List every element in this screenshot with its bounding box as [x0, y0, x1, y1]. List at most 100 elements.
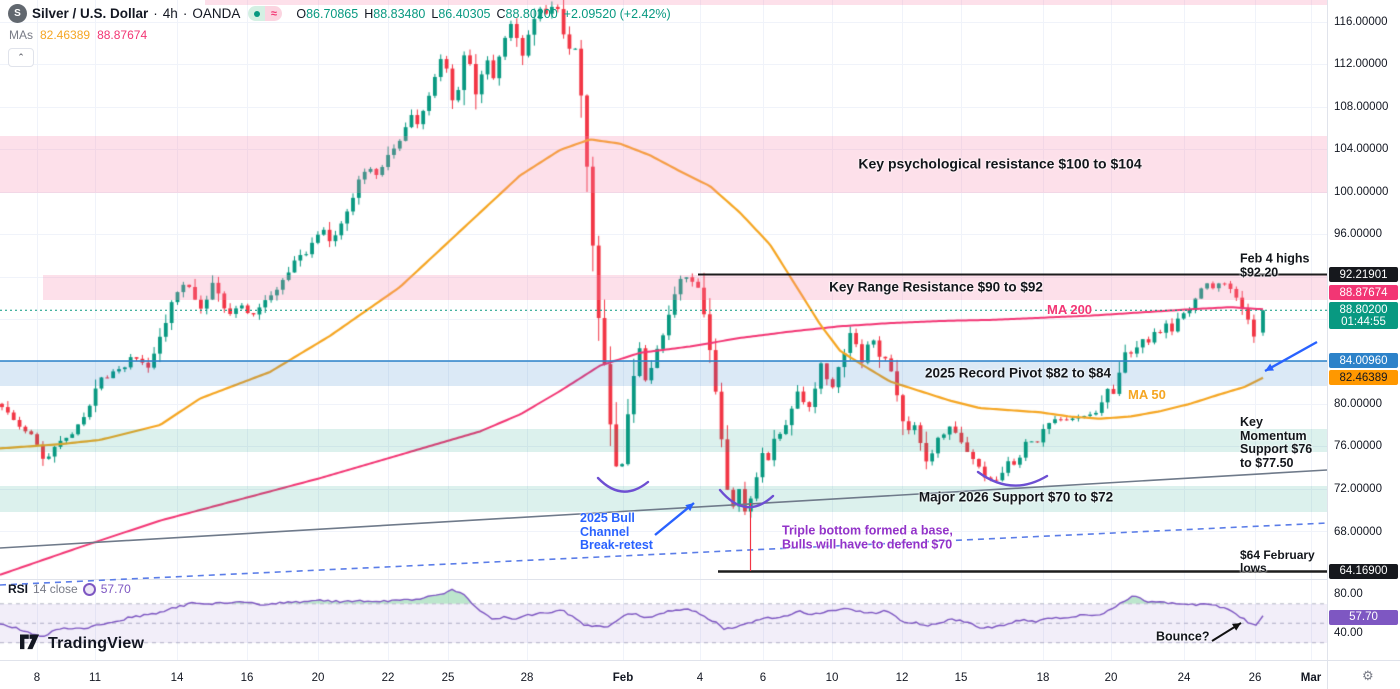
- candlestick-chart-canvas[interactable]: [0, 0, 1327, 660]
- price-badge-82.46389[interactable]: 82.46389: [1329, 370, 1398, 385]
- exchange-name[interactable]: OANDA: [192, 6, 241, 21]
- time-axis-label-18: 18: [1036, 672, 1050, 684]
- price-axis-label: 40.00: [1334, 627, 1363, 639]
- break-retest-arrow-head[interactable]: [685, 503, 694, 512]
- price-badge-88.80200[interactable]: 88.80200 01:44:55: [1329, 302, 1398, 329]
- separator: ·: [153, 6, 158, 21]
- momentum-support-label[interactable]: Key Momentum Support $76 to $77.50: [1240, 415, 1313, 470]
- symbol-title[interactable]: Silver / U.S. Dollar: [32, 6, 149, 21]
- high-label: H: [364, 6, 374, 21]
- band-range-resistance-90-92[interactable]: [43, 275, 1327, 300]
- ma50-value: 82.46389: [40, 28, 91, 42]
- time-axis-label-25: 25: [441, 672, 455, 684]
- pivot-retest-arrow[interactable]: [1264, 340, 1318, 373]
- line-bull-channel-trendline[interactable]: [0, 469, 1327, 549]
- time-axis-label-14: 14: [170, 672, 184, 684]
- triple-bottom-note[interactable]: Triple bottom formed a base, Bulls will …: [782, 523, 953, 551]
- bottom-arc-3[interactable]: [976, 470, 1049, 487]
- chart-legend: S Silver / U.S. Dollar · 4h · OANDA ≈ O8…: [8, 4, 671, 67]
- rsi-params: 14 close: [33, 582, 78, 596]
- ma200-label[interactable]: MA 200: [1047, 301, 1093, 317]
- time-axis-label-28: 28: [520, 672, 534, 684]
- rsi-indicator-legend[interactable]: RSI 14 close 57.70: [8, 582, 131, 596]
- psych-resistance-label[interactable]: Key psychological resistance $100 to $10…: [858, 155, 1142, 172]
- ohlc-readout: O86.70865 H88.83480 L86.40305 C88.80200 …: [296, 7, 670, 21]
- band-clipped-top-resistance[interactable]: [205, 0, 1327, 5]
- price-axis-label: 80.00: [1334, 588, 1363, 600]
- bounce-arrow-head[interactable]: [1232, 623, 1241, 631]
- price-badge-64.16900[interactable]: 64.16900: [1329, 563, 1398, 579]
- price-axis-separator[interactable]: [1327, 0, 1328, 689]
- price-axis-label: 108.00000: [1334, 100, 1389, 113]
- rsi-source-icon[interactable]: [82, 582, 96, 596]
- time-axis-label-20: 20: [311, 672, 325, 684]
- band-record-pivot-82-84[interactable]: [0, 361, 1327, 386]
- drawing-overlay[interactable]: [0, 0, 1327, 660]
- price-badge-88.87674[interactable]: 88.87674: [1329, 285, 1398, 300]
- pivot-retest-arrow-head[interactable]: [1265, 363, 1274, 371]
- time-axis-label-16: 16: [240, 672, 254, 684]
- change-value: +2.09520 (+2.42%): [563, 6, 671, 21]
- open-label: O: [296, 6, 307, 21]
- mas-label: MAs: [9, 28, 33, 42]
- time-axis-label-20: 20: [1104, 672, 1118, 684]
- price-axis-label: 76.00000: [1334, 440, 1382, 452]
- time-axis-label-Feb: Feb: [612, 672, 634, 684]
- line-channel-lower-dashed[interactable]: [0, 522, 1327, 586]
- tradingview-logo[interactable]: TradingView: [20, 634, 144, 654]
- major-support-label[interactable]: Major 2026 Support $70 to $72: [918, 489, 1114, 505]
- band-momentum-support-76-77.5[interactable]: [0, 429, 1327, 452]
- interval-value[interactable]: 4h: [162, 6, 178, 21]
- time-axis-label-26: 26: [1248, 672, 1262, 684]
- time-axis-label-4: 4: [696, 672, 704, 684]
- price-badge-92.21901[interactable]: 92.21901: [1329, 267, 1398, 282]
- rsi-current-value: 57.70: [100, 582, 131, 596]
- ma50-label[interactable]: MA 50: [1128, 386, 1166, 402]
- feb-lows-label[interactable]: $64 February lows: [1240, 548, 1315, 575]
- close-label: C: [496, 6, 506, 21]
- tradingview-wordmark: TradingView: [48, 635, 145, 652]
- price-axis-label: 68.00000: [1334, 525, 1382, 538]
- time-axis-label-24: 24: [1177, 672, 1191, 684]
- time-axis-label-11: 11: [89, 672, 101, 684]
- price-axis-label: 112.00000: [1334, 58, 1388, 70]
- price-axis-label: 116.00000: [1334, 15, 1388, 28]
- bottom-arc-2[interactable]: [718, 488, 775, 509]
- market-open-dot-icon: [248, 6, 266, 21]
- delayed-data-icon: ≈: [265, 6, 283, 21]
- bottom-arc-1[interactable]: [596, 476, 650, 493]
- price-badge-84.00960[interactable]: 84.00960: [1329, 353, 1398, 368]
- time-axis-label-10: 10: [825, 672, 839, 684]
- band-psych-resistance-100-104[interactable]: [0, 136, 1327, 193]
- band-major-support-70-72[interactable]: [0, 486, 1327, 512]
- open-value: 86.70865: [306, 6, 359, 21]
- price-axis-label: 96.00000: [1334, 228, 1382, 240]
- low-label: L: [431, 6, 439, 21]
- price-axis-label: 104.00000: [1334, 143, 1389, 155]
- close-value: 88.80200: [505, 6, 558, 21]
- low-value: 86.40305: [438, 6, 491, 21]
- ma200-value: 88.87674: [97, 28, 148, 42]
- time-axis-label-22: 22: [381, 672, 395, 684]
- time-axis-label-8: 8: [33, 672, 41, 684]
- market-status-pill[interactable]: ≈: [248, 6, 283, 21]
- bull-channel-note[interactable]: 2025 Bull Channel Break-retest: [580, 510, 653, 552]
- price-badge-57.70[interactable]: 57.70: [1329, 609, 1398, 625]
- axis-settings-gear-icon[interactable]: ⚙: [1362, 668, 1374, 683]
- time-axis-label-15: 15: [954, 672, 968, 684]
- high-value: 88.83480: [373, 6, 426, 21]
- moving-averages-legend[interactable]: MAs 82.46389 88.87674: [9, 28, 671, 42]
- tradingview-logo-icon: [20, 634, 40, 650]
- legend-collapse-button[interactable]: ⌃: [8, 48, 34, 67]
- pane-separator[interactable]: [0, 579, 1327, 580]
- record-pivot-label[interactable]: 2025 Record Pivot $82 to $84: [924, 365, 1112, 381]
- range-resistance-label[interactable]: Key Range Resistance $90 to $92: [829, 279, 1043, 295]
- break-retest-arrow[interactable]: [654, 502, 695, 536]
- time-axis-label-6: 6: [759, 672, 767, 684]
- feb4-highs-label[interactable]: Feb 4 highs $92.20: [1240, 251, 1310, 279]
- time-axis-separator: [0, 660, 1400, 661]
- symbol-logo-icon[interactable]: S: [8, 4, 27, 23]
- rsi-band: [0, 603, 1327, 643]
- bounce-note[interactable]: Bounce?: [1156, 629, 1210, 644]
- time-axis-label-12: 12: [895, 672, 909, 684]
